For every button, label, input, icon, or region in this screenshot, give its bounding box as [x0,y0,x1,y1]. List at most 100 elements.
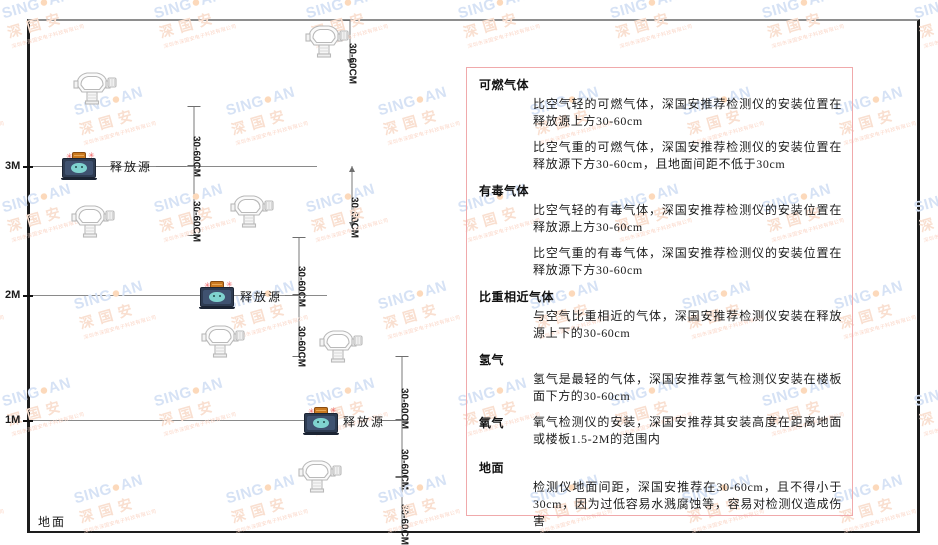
guidance-section-text: 氧气检测仪的安装，深国安推荐其安装高度在距离地面或楼板1.5-2M的范围内 [533,415,842,446]
release-source-icon: ✳ ✳ [198,281,236,309]
sparkle-icon: ✳ [226,280,233,289]
dim-arrow-top [349,166,355,172]
guidance-section-title: 比重相近气体 [479,290,555,304]
dim-cap-top [395,356,409,357]
dim-arrow-bottom [349,222,355,228]
guidance-section: 有毒气体 比空气轻的有毒气体，深国安推荐检测仪的安装位置在释放源上方30-60cm… [479,182,842,279]
dimension-line: 30-60CM [394,420,410,490]
dimension-line: 30-60CM [342,20,358,84]
guidance-section-text: 检测仪地面间距，深国安推荐在30-60cm，且不得小于30cm，因为过低容易水溅… [533,480,842,528]
gas-detector-icon [66,67,118,105]
watermark-brand-cn: 深国安 [0,293,3,333]
source-foot [61,178,97,180]
guidance-section-text: 比空气轻的有毒气体，深国安推荐检测仪的安装位置在释放源上方30-60cm [533,203,842,234]
watermark-company: 深圳市深国安电子科技有限公司 [923,23,938,51]
dimension-line: 30-60CM [344,166,360,238]
guidance-section-title: 可燃气体 [479,78,530,92]
release-source-label: 释放源 [110,160,153,174]
release-source-icon: ✳ ✳ [60,152,98,180]
dim-stem [193,106,195,166]
guidance-section-text: 比空气重的可燃气体，深国安推荐检测仪的安装位置在释放源下方30-60cm，且地面… [533,140,842,171]
sparkle-icon: ✳ [204,281,211,290]
release-source-label: 释放源 [343,415,386,429]
level-tick-1m [23,420,33,422]
leader-line [285,295,307,296]
guidance-section-title: 地面 [479,461,505,475]
gas-detector-icon [312,325,364,363]
guidance-section-text: 氢气是最轻的气体，深国安推荐氢气检测仪安装在楼板面下方的30-60cm [533,372,842,403]
ground-label: 地面 [38,515,67,529]
guidance-section: 地面检测仪地面间距，深国安推荐在30-60cm，且不得小于30cm，因为过低容易… [479,459,842,530]
level-label-1m: 1M [5,414,21,426]
level-tick-2m [23,295,33,297]
dimension-line: 30-60CM [291,237,307,307]
dim-cap-bottom [292,294,306,295]
dim-stem [351,166,353,228]
watermark-company: 深圳市深国安电子科技有限公司 [923,217,938,245]
level-rule-2m [27,295,327,296]
dim-stem [401,477,403,531]
dim-cap-bottom [395,476,409,477]
dim-arrow-bottom [347,59,353,65]
dim-stem [193,166,195,236]
dimension-line: 30-60CM [186,106,202,177]
guidance-section-title: 氢气 [479,353,505,367]
level-label-3m: 3M [5,160,21,172]
dimension-label: 30-60CM [398,504,410,545]
sparkle-icon: ✳ [330,406,337,415]
release-source-label: 释放源 [240,290,283,304]
source-face [71,163,87,173]
sparkle-icon: ✳ [308,407,315,416]
dimension-label: 30-60CM [348,197,360,239]
guidance-panel-content: 可燃气体 比空气轻的可燃气体，深国安推荐检测仪的安装位置在释放源上方30-60cm… [467,68,852,530]
guidance-section-text: 比空气重的有毒气体，深国安推荐检测仪的安装位置在释放源下方30-60cm [533,246,842,277]
diagram-frame [27,19,920,533]
level-tick-3m [23,166,33,168]
guidance-section-text: 与空气比重相近的气体，深国安推荐检测仪安装在释放源上下的30-60cm [533,309,842,340]
dimension-line: 30-60CM [291,295,307,367]
dim-cap-bottom [395,419,409,420]
watermark-brand-cn: 深国安 [0,487,3,527]
gas-detector-icon [291,455,343,493]
gas-detector-icon [64,200,116,238]
dimension-line: 30-60CM [186,166,202,242]
guidance-section: 氧气 氧气检测仪的安装，深国安推荐其安装高度在距离地面或楼板1.5-2M的范围内 [479,414,842,457]
dimension-line: 30-60CM [394,356,410,429]
dim-cap-bottom [187,235,201,236]
guidance-section-title: 氧气 [479,416,505,430]
dim-stem [298,237,300,295]
guidance-section: 氢气氢气是最轻的气体，深国安推荐氢气检测仪安装在楼板面下方的30-60cm [479,351,842,405]
dim-cap-top [395,477,409,478]
dim-cap-top [343,20,357,21]
source-foot [199,307,235,309]
dim-cap-bottom [187,165,201,166]
watermark-brand-cn: 深国安 [917,396,938,429]
dimension-label: 30-60CM [295,326,307,368]
guidance-panel: 可燃气体 比空气轻的可燃气体，深国安推荐检测仪的安装位置在释放源上方30-60cm… [466,67,853,528]
gas-detector-icon [194,320,246,358]
dim-stem [298,295,300,357]
watermark-company: 深圳市深国安电子科技有限公司 [0,314,6,342]
dim-cap-top [292,237,306,238]
watermark-brand-cn: 深国安 [0,99,3,139]
watermark-company: 深圳市深国安电子科技有限公司 [0,508,6,536]
guidance-section-title: 有毒气体 [479,184,530,198]
watermark-brand-cn: 深国安 [917,8,938,41]
dimension-label: 30-60CM [190,201,202,243]
sparkle-icon: ✳ [88,151,95,160]
gas-detector-icon [223,190,275,228]
guidance-section: 可燃气体 比空气轻的可燃气体，深国安推荐检测仪的安装位置在释放源上方30-60cm… [479,76,842,173]
dim-cap-top [187,106,201,107]
gas-detector-icon [298,20,350,58]
watermark-brand-cn: 深国安 [917,202,938,235]
leader-line [156,166,186,167]
level-rule-1m [27,420,317,421]
sparkle-icon: ✳ [66,152,73,161]
dim-cap-bottom [292,356,306,357]
dim-stem [349,20,351,65]
dim-stem [401,356,403,420]
